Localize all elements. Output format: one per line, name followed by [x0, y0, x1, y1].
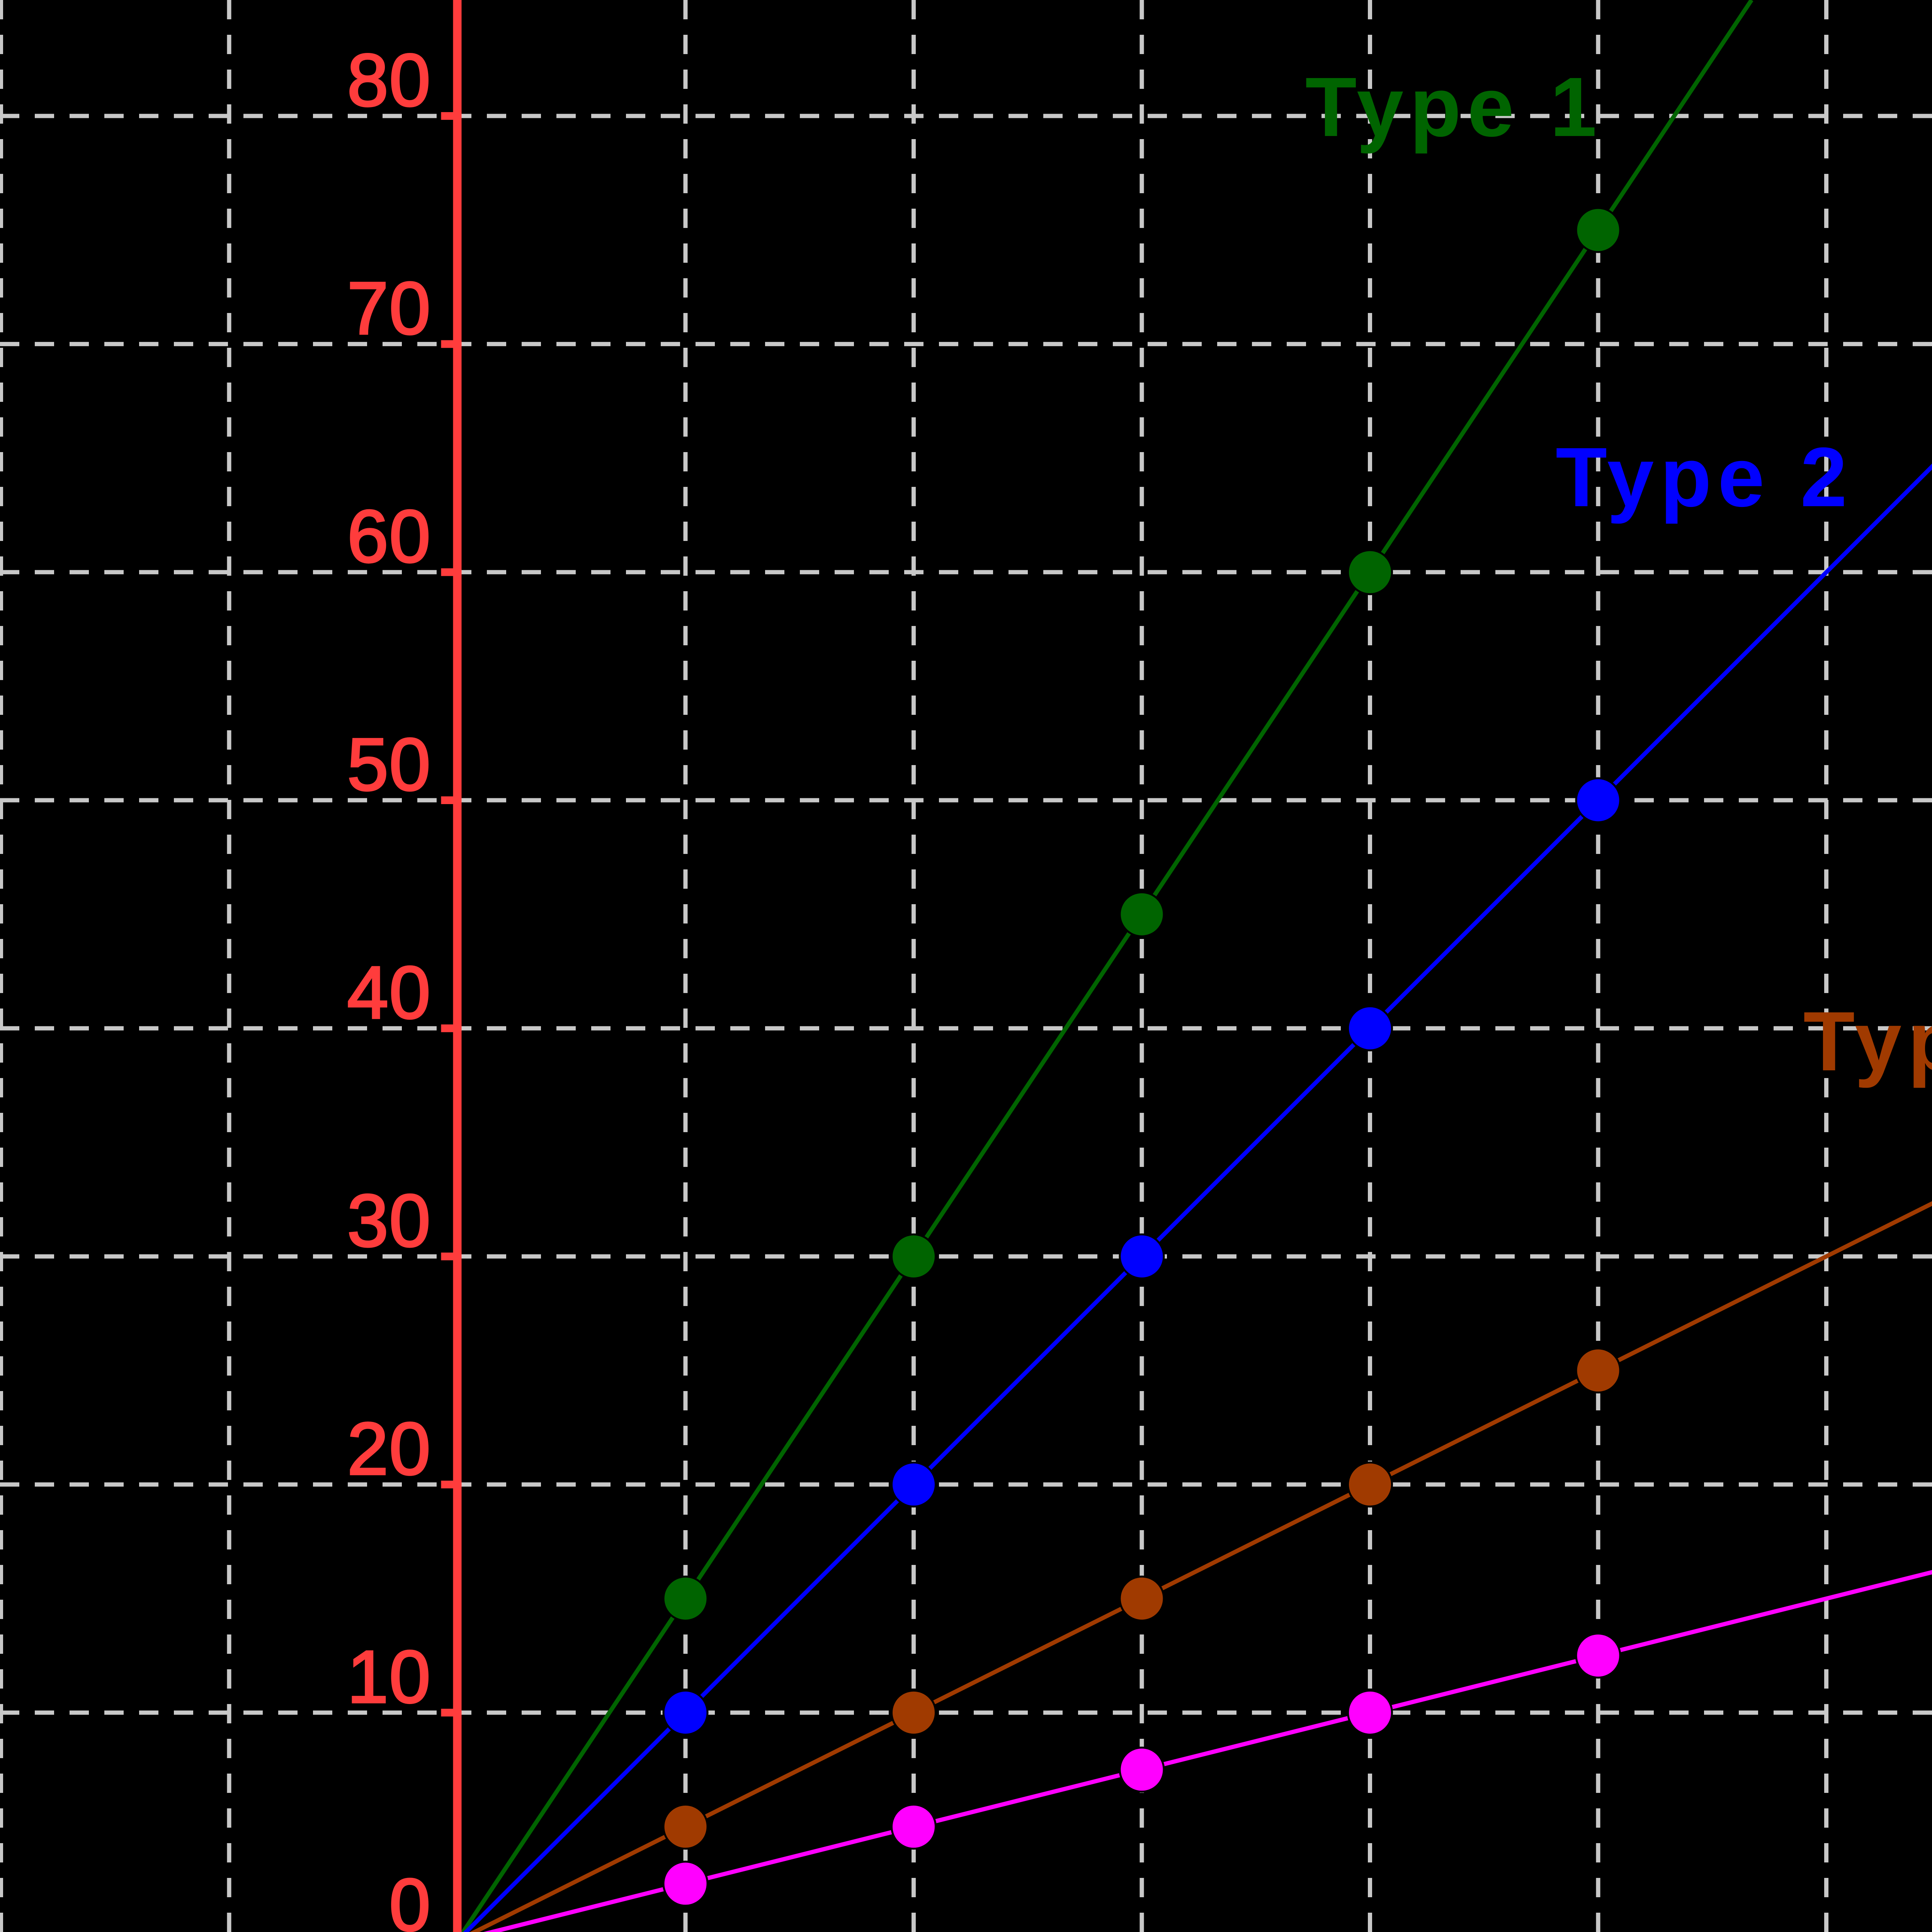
svg-text:70: 70: [347, 267, 431, 350]
svg-text:Type 1: Type 1: [1305, 60, 1603, 154]
svg-text:0: 0: [389, 1863, 431, 1932]
svg-text:30: 30: [347, 1179, 431, 1262]
svg-text:80: 80: [347, 39, 431, 122]
svg-text:10: 10: [347, 1635, 431, 1718]
svg-text:50: 50: [347, 723, 431, 806]
svg-text:60: 60: [347, 495, 431, 578]
svg-text:Type 2: Type 2: [1556, 430, 1853, 524]
svg-text:20: 20: [347, 1407, 431, 1490]
svg-text:Type 3: Type 3: [1803, 995, 1932, 1088]
svg-text:40: 40: [347, 951, 431, 1034]
